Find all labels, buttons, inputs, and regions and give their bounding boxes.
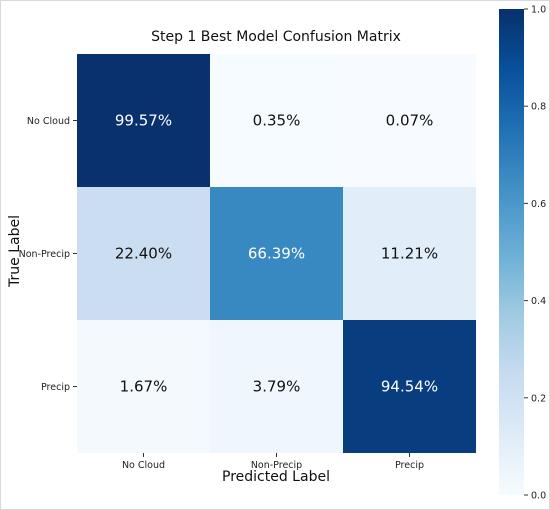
cell-value-label: 94.54% xyxy=(381,378,438,396)
heatmap-cell xyxy=(343,187,476,320)
cell-value-label: 11.21% xyxy=(381,245,438,263)
cell-value-label: 99.57% xyxy=(115,112,172,130)
y-tick-label: Non-Precip xyxy=(19,249,70,260)
colorbar-ticks: 0.0 0.2 0.4 0.6 0.8 1.0 xyxy=(524,5,546,502)
colorbar xyxy=(499,9,524,495)
cell-value-label: 1.67% xyxy=(120,378,168,396)
colorbar-tick-label: 0.2 xyxy=(531,393,546,404)
colorbar-tick-label: 0.4 xyxy=(531,296,546,307)
y-tick-label: Precip xyxy=(41,382,70,393)
colorbar-tick-label: 0.0 xyxy=(531,491,546,502)
heatmap-cell xyxy=(210,54,343,187)
colorbar-tick-label: 0.8 xyxy=(531,102,546,113)
heatmap-cell xyxy=(210,320,343,453)
heatmap-cell xyxy=(77,320,210,453)
heatmap-cell xyxy=(77,187,210,320)
x-tick-label: Non-Precip xyxy=(251,460,302,471)
heatmap-cell xyxy=(343,54,476,187)
chart-title: Step 1 Best Model Confusion Matrix xyxy=(151,29,401,45)
cell-value-label: 0.07% xyxy=(386,112,434,130)
x-axis-ticks: No Cloud Non-Precip Precip xyxy=(122,453,424,471)
y-axis-label: True Label xyxy=(7,215,23,288)
y-axis-ticks: No Cloud Non-Precip Precip xyxy=(19,116,77,393)
heatmap-cell xyxy=(210,187,343,320)
colorbar-tick-label: 1.0 xyxy=(531,5,546,16)
heatmap-cell xyxy=(343,320,476,453)
heatmap-cells: 99.57% 0.35% 0.07% 22.40% 66.39% 11.21% 1.67% 3… xyxy=(77,54,476,453)
x-tick-label: No Cloud xyxy=(122,460,165,471)
heatmap-cell xyxy=(77,54,210,187)
cell-value-label: 22.40% xyxy=(115,245,172,263)
cell-value-label: 66.39% xyxy=(248,245,305,263)
cell-value-label: 0.35% xyxy=(253,112,301,130)
x-axis-label: Predicted Label xyxy=(222,469,330,485)
cell-value-label: 3.79% xyxy=(253,378,301,396)
x-tick-label: Precip xyxy=(395,460,424,471)
colorbar-tick-label: 0.6 xyxy=(531,199,546,210)
y-tick-label: No Cloud xyxy=(27,116,70,127)
